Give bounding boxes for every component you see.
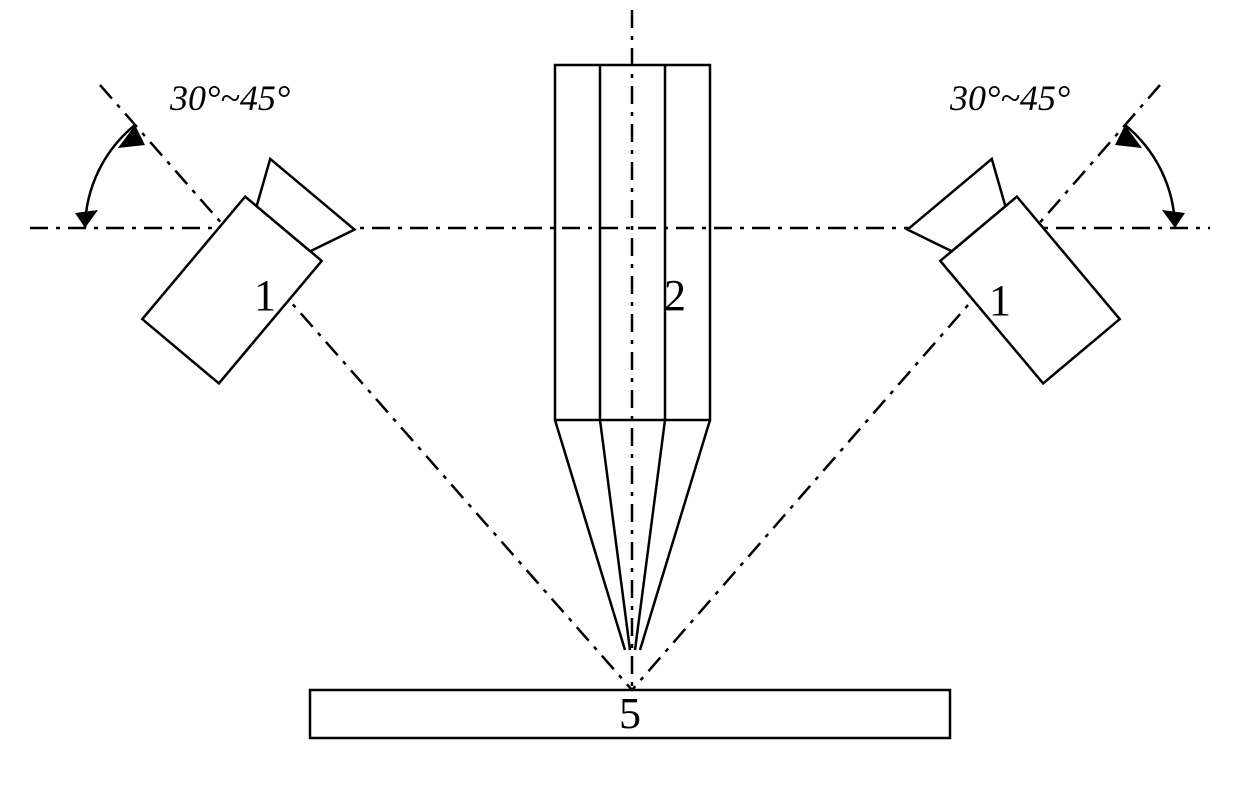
right-camera [908,159,1124,387]
left-angle-label: 30°~45° [169,78,290,118]
left-arc-arrow-start [75,210,98,228]
right-angle-label: 30°~45° [949,78,1070,118]
left-camera [138,159,354,387]
base-plate-label: 5 [619,689,641,738]
schematic-diagram: 30°~45° 30°~45° 1 2 1 5 [0,0,1240,788]
right-device-label: 1 [989,276,1011,325]
right-arc-arrow-start [1162,210,1185,228]
left-device-label: 1 [254,271,276,320]
left-camera-axis [100,85,632,690]
center-device-label: 2 [664,271,686,320]
